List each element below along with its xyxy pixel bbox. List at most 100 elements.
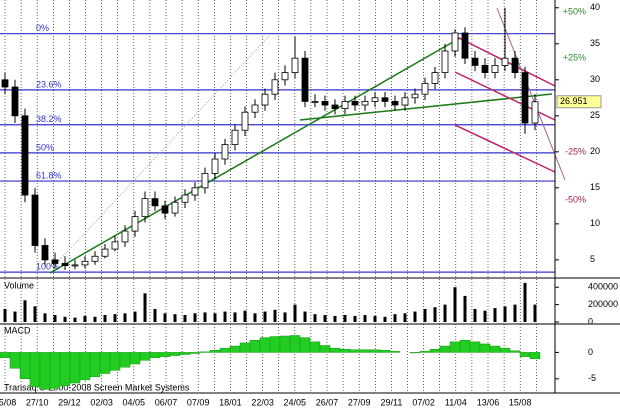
volume-bar (513, 304, 517, 322)
macd-bar (379, 350, 391, 353)
candle-body (441, 50, 449, 73)
candle-body (371, 97, 379, 102)
candle-body (101, 248, 109, 257)
y-tick-label: 10 (590, 218, 600, 228)
volume-bar (33, 306, 37, 322)
y-tick-label: 20 (590, 146, 600, 156)
y-tick-label: 25 (590, 110, 600, 120)
level-label: 38.2% (36, 114, 62, 124)
candle-body (191, 187, 199, 196)
panel-title: MACD (4, 325, 31, 335)
y-tick-label: 5 (590, 254, 595, 264)
macd-bar (169, 352, 181, 356)
volume-bar (363, 315, 367, 322)
macd-bar (369, 349, 381, 353)
volume-bar (483, 310, 487, 322)
volume-bar (283, 312, 287, 322)
volume-bar (103, 315, 107, 322)
annotation: -50% (565, 194, 586, 204)
candle-body (521, 72, 529, 124)
candle-body (231, 129, 239, 146)
macd-bar (449, 341, 461, 353)
candle-body (381, 97, 389, 102)
candle-body (181, 194, 189, 203)
level-label: 50% (36, 142, 54, 152)
watermark: Transaq © 2000-2008 Screen Market System… (4, 382, 190, 392)
candle-body (51, 259, 59, 264)
volume-bar (223, 311, 227, 322)
volume-bar (123, 313, 127, 322)
y-tick-label: 35 (590, 38, 600, 48)
y-tick-label: 200000 (588, 299, 618, 309)
x-tick-label: 11/04 (445, 397, 467, 407)
candle-body (111, 241, 119, 250)
candle-body (31, 194, 39, 246)
macd-bar (359, 349, 371, 353)
macd-bar (209, 350, 221, 353)
trend-line (49, 37, 461, 274)
macd-bar (9, 352, 21, 369)
macd-bar (519, 352, 531, 357)
volume-bar (313, 314, 317, 322)
macd-bar (509, 350, 521, 353)
volume-bar (163, 313, 167, 322)
volume-bar (113, 314, 117, 322)
candle-body (131, 216, 139, 232)
candle-body (121, 230, 129, 243)
macd-bar (89, 352, 101, 377)
candle-body (501, 57, 509, 66)
macd-bar (119, 352, 131, 368)
candle-body (11, 86, 19, 117)
candle-body (351, 101, 359, 106)
volume-bar (253, 313, 257, 322)
volume-bar (193, 313, 197, 322)
macd-bar (159, 352, 171, 357)
channel-line (496, 7, 566, 181)
candle-body (261, 93, 269, 106)
macd-bar (329, 347, 341, 353)
volume-bar (433, 307, 437, 322)
x-tick-label: 07/09 (187, 397, 210, 407)
candle-body (71, 264, 79, 267)
channel-line (454, 124, 556, 173)
volume-bar (473, 308, 477, 322)
volume-bar (173, 314, 177, 322)
volume-bar (233, 312, 237, 322)
macd-bar (499, 347, 511, 353)
y-tick-label: 0 (588, 347, 593, 357)
candle-body (251, 104, 259, 113)
macd-bar (199, 351, 211, 353)
macd-bar (99, 352, 111, 374)
volume-bar (453, 287, 457, 322)
x-tick-label: 04/05 (123, 397, 146, 407)
candle-body (451, 32, 459, 52)
candle-body (481, 64, 489, 73)
x-tick-label: 24/05 (284, 397, 307, 407)
macd-bar (299, 337, 311, 353)
level-label: 23.6% (36, 79, 62, 89)
candle-body (391, 101, 399, 106)
candle-body (471, 57, 479, 66)
x-tick-label: 02/03 (90, 397, 113, 407)
volume-bar (463, 295, 467, 322)
macd-bar (79, 352, 91, 381)
macd-bar (69, 352, 81, 384)
candle-body (161, 205, 169, 214)
volume-bar (93, 316, 97, 322)
macd-bar (349, 349, 361, 353)
volume-bar (13, 311, 17, 322)
macd-bar (389, 351, 401, 353)
candle-body (41, 245, 49, 261)
candle-body (221, 144, 229, 160)
x-tick-label: 27/09 (348, 397, 371, 407)
macd-bar (139, 352, 151, 361)
macd-bar (179, 352, 191, 355)
x-tick-label: 29/12 (58, 397, 81, 407)
volume-bar (23, 300, 27, 322)
volume-bar (243, 310, 247, 322)
volume-bar (73, 317, 77, 322)
volume-bar (533, 304, 537, 322)
macd-bar (279, 335, 291, 353)
macd-bar (189, 352, 201, 354)
